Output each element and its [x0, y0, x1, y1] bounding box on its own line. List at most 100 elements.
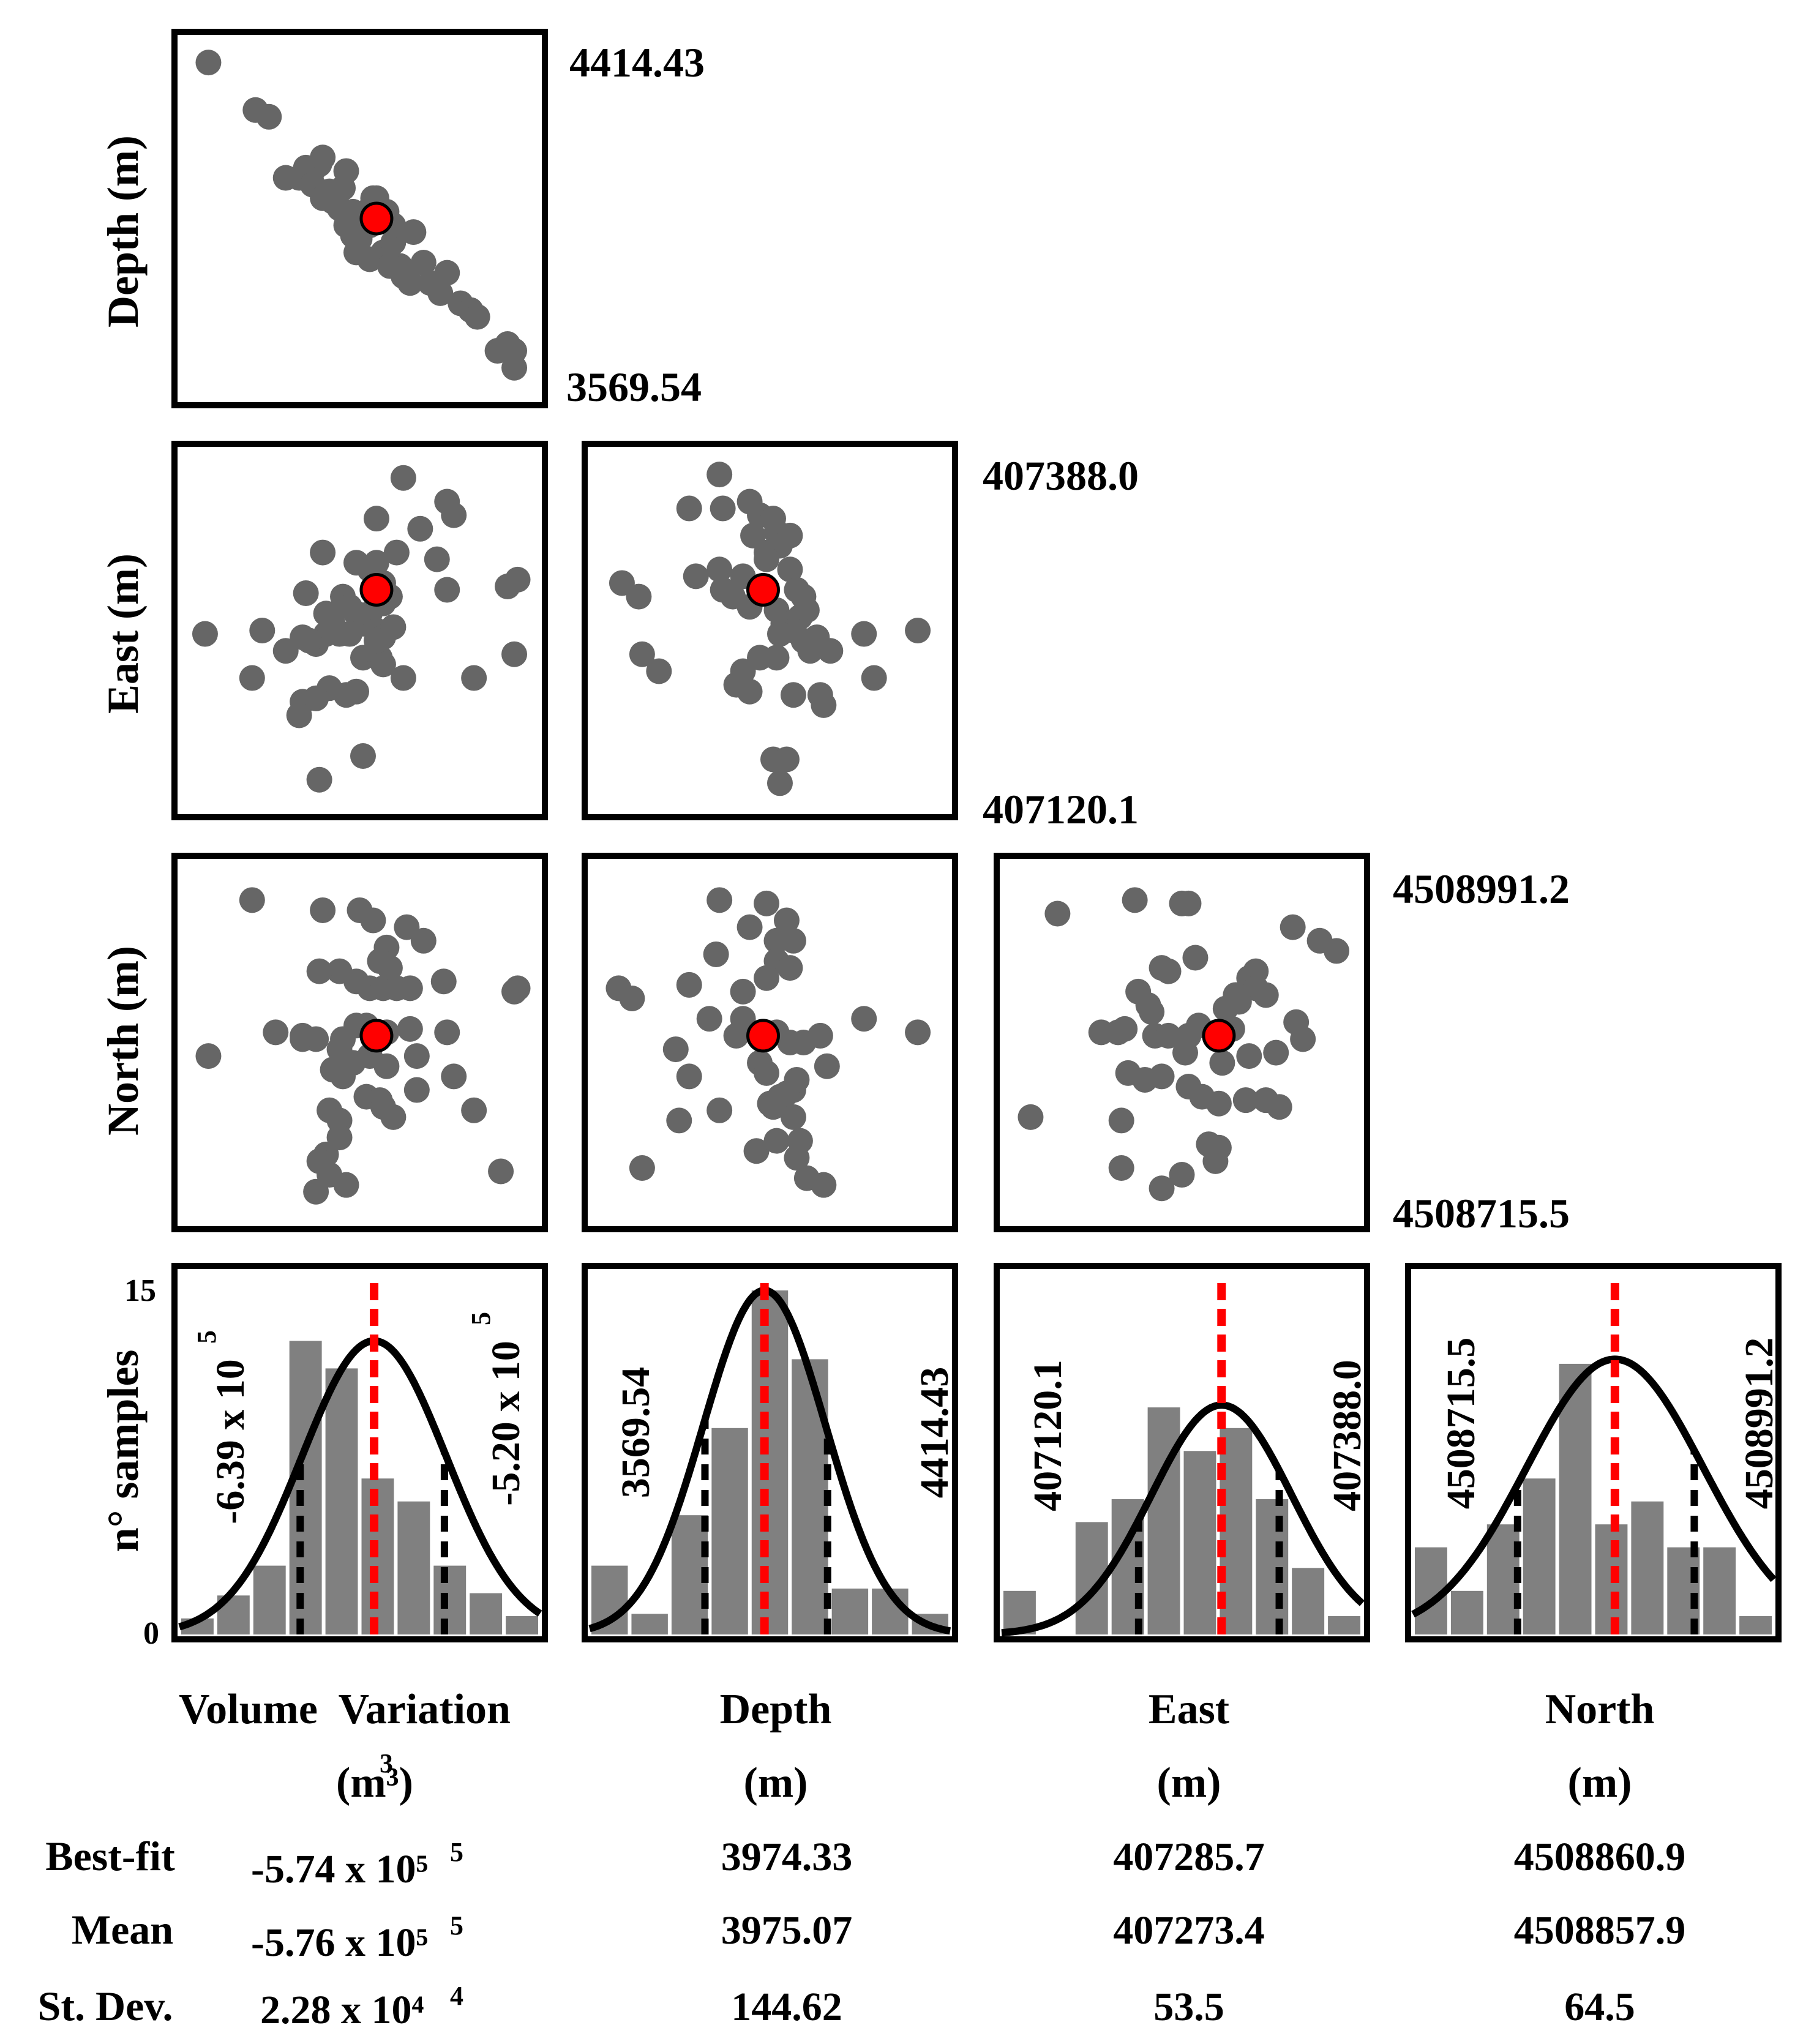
sample-point: [390, 665, 416, 691]
histogram-bar: [1292, 1568, 1325, 1634]
column-title-depth: Depth: [720, 1686, 832, 1733]
stats-label-bestfit: Best-fit: [45, 1833, 175, 1879]
sample-point: [424, 546, 450, 572]
panel-frame-east_vs_depth: [582, 441, 958, 820]
sample-point: [851, 621, 877, 647]
best-fit-point: [359, 573, 394, 607]
sample-point: [763, 1128, 790, 1154]
histogram-frame-0: [171, 1263, 548, 1642]
histogram-bar: [1739, 1616, 1772, 1634]
histogram-frame-3: [1405, 1263, 1782, 1642]
gaussian-curve: [1411, 1355, 1777, 1618]
sample-point: [1125, 978, 1152, 1005]
sample-point: [488, 1158, 514, 1185]
sample-point: [363, 506, 389, 532]
sample-point: [290, 1022, 316, 1049]
hist-vol-lo-label: -6.39 x 10: [208, 1359, 253, 1524]
hist-vol-hi-exp: 5: [466, 1312, 496, 1325]
sample-point: [390, 465, 416, 491]
sample-point: [811, 692, 837, 718]
sample-point: [784, 1145, 810, 1171]
sample-point: [814, 1053, 840, 1079]
sample-point: [1232, 1087, 1259, 1114]
sample-point: [377, 955, 403, 981]
sample-point: [501, 354, 528, 381]
hist-y-tick-high: 15: [124, 1273, 156, 1308]
sample-point: [666, 1107, 692, 1134]
histogram-bar: [1523, 1478, 1556, 1634]
scatter-panel-east_vs_depth: [609, 462, 931, 796]
scatter-panel-north_vs_depth: [605, 887, 931, 1198]
panel-frame-north_vs_vol: [171, 853, 548, 1232]
sample-point: [397, 1016, 423, 1042]
histogram-bar: [1183, 1451, 1216, 1634]
histogram-layer: 3 5 5 4: [178, 1283, 1777, 2011]
scatter-layer: [192, 50, 1350, 1205]
sample-point: [773, 907, 800, 934]
sample-point: [703, 941, 729, 967]
stats-bestfit-exp: 5: [450, 1837, 463, 1867]
sample-point: [777, 556, 803, 583]
stats-mean-north: 4508857.9: [1514, 1908, 1686, 1953]
sample-point: [249, 618, 275, 643]
sample-point: [403, 1077, 430, 1103]
sample-point: [501, 641, 528, 667]
stats-mean-volume: -5.76 x 10⁵: [251, 1920, 428, 1965]
histogram-bar: [751, 1290, 789, 1634]
stats-stdev-volume: 2.28 x 10⁴: [260, 1988, 424, 2032]
sample-point: [706, 556, 733, 583]
gaussian-curve: [178, 1337, 542, 1631]
column-title-volume: Volume Variation: [179, 1686, 511, 1733]
sample-point: [484, 338, 511, 364]
sample-point: [905, 618, 931, 643]
sample-point: [350, 743, 376, 769]
sample-point: [370, 651, 396, 678]
sample-point: [333, 158, 359, 184]
histogram-bar: [470, 1593, 503, 1634]
sample-point: [780, 1104, 806, 1130]
panel-frame-north_vs_depth: [582, 853, 958, 1232]
sample-point: [434, 260, 460, 286]
histogram-bar: [325, 1368, 358, 1634]
sample-point: [696, 1006, 722, 1032]
sample-point: [784, 1066, 810, 1093]
best-fit-point: [1202, 1019, 1236, 1053]
sample-point: [811, 1172, 837, 1198]
sample-point: [710, 495, 736, 522]
sample-point: [461, 1097, 487, 1123]
sample-point: [239, 887, 265, 913]
sample-point: [773, 746, 800, 773]
stats-mean-depth: 3975.07: [721, 1908, 853, 1953]
sample-point: [1253, 982, 1279, 1008]
axis-title-hist-y: n° samples: [99, 1350, 148, 1552]
sample-point: [320, 189, 346, 215]
stats-mean-exp: 5: [450, 1911, 463, 1941]
histogram-bar: [831, 1589, 869, 1634]
panel-frame-depth_vs_vol: [171, 29, 548, 408]
sample-point: [1155, 1022, 1182, 1049]
sample-point: [1212, 995, 1239, 1022]
sample-point: [343, 239, 370, 266]
stats-bestfit-east: 407285.7: [1113, 1835, 1265, 1879]
sample-point: [1196, 1131, 1222, 1158]
best-fit-point: [359, 201, 394, 236]
sample-point: [1169, 1162, 1195, 1188]
scatter-panel-north_vs_vol: [195, 887, 531, 1205]
sample-point: [263, 1019, 289, 1046]
sample-point: [736, 678, 763, 705]
sample-point: [861, 665, 887, 691]
sample-point: [286, 702, 312, 728]
sample-point: [380, 1104, 407, 1130]
histogram-bar: [397, 1501, 430, 1634]
sample-point: [784, 577, 810, 603]
sample-point: [1182, 945, 1209, 971]
histogram-bar: [506, 1616, 538, 1634]
sample-point: [1132, 1066, 1158, 1093]
sample-point: [905, 1019, 931, 1046]
sample-point: [383, 539, 410, 566]
sample-point: [337, 621, 363, 647]
histogram-depth: [588, 1283, 951, 1635]
sample-point: [646, 658, 672, 684]
sample-point: [736, 914, 763, 940]
hist-y-tick-zero: 0: [143, 1616, 159, 1651]
